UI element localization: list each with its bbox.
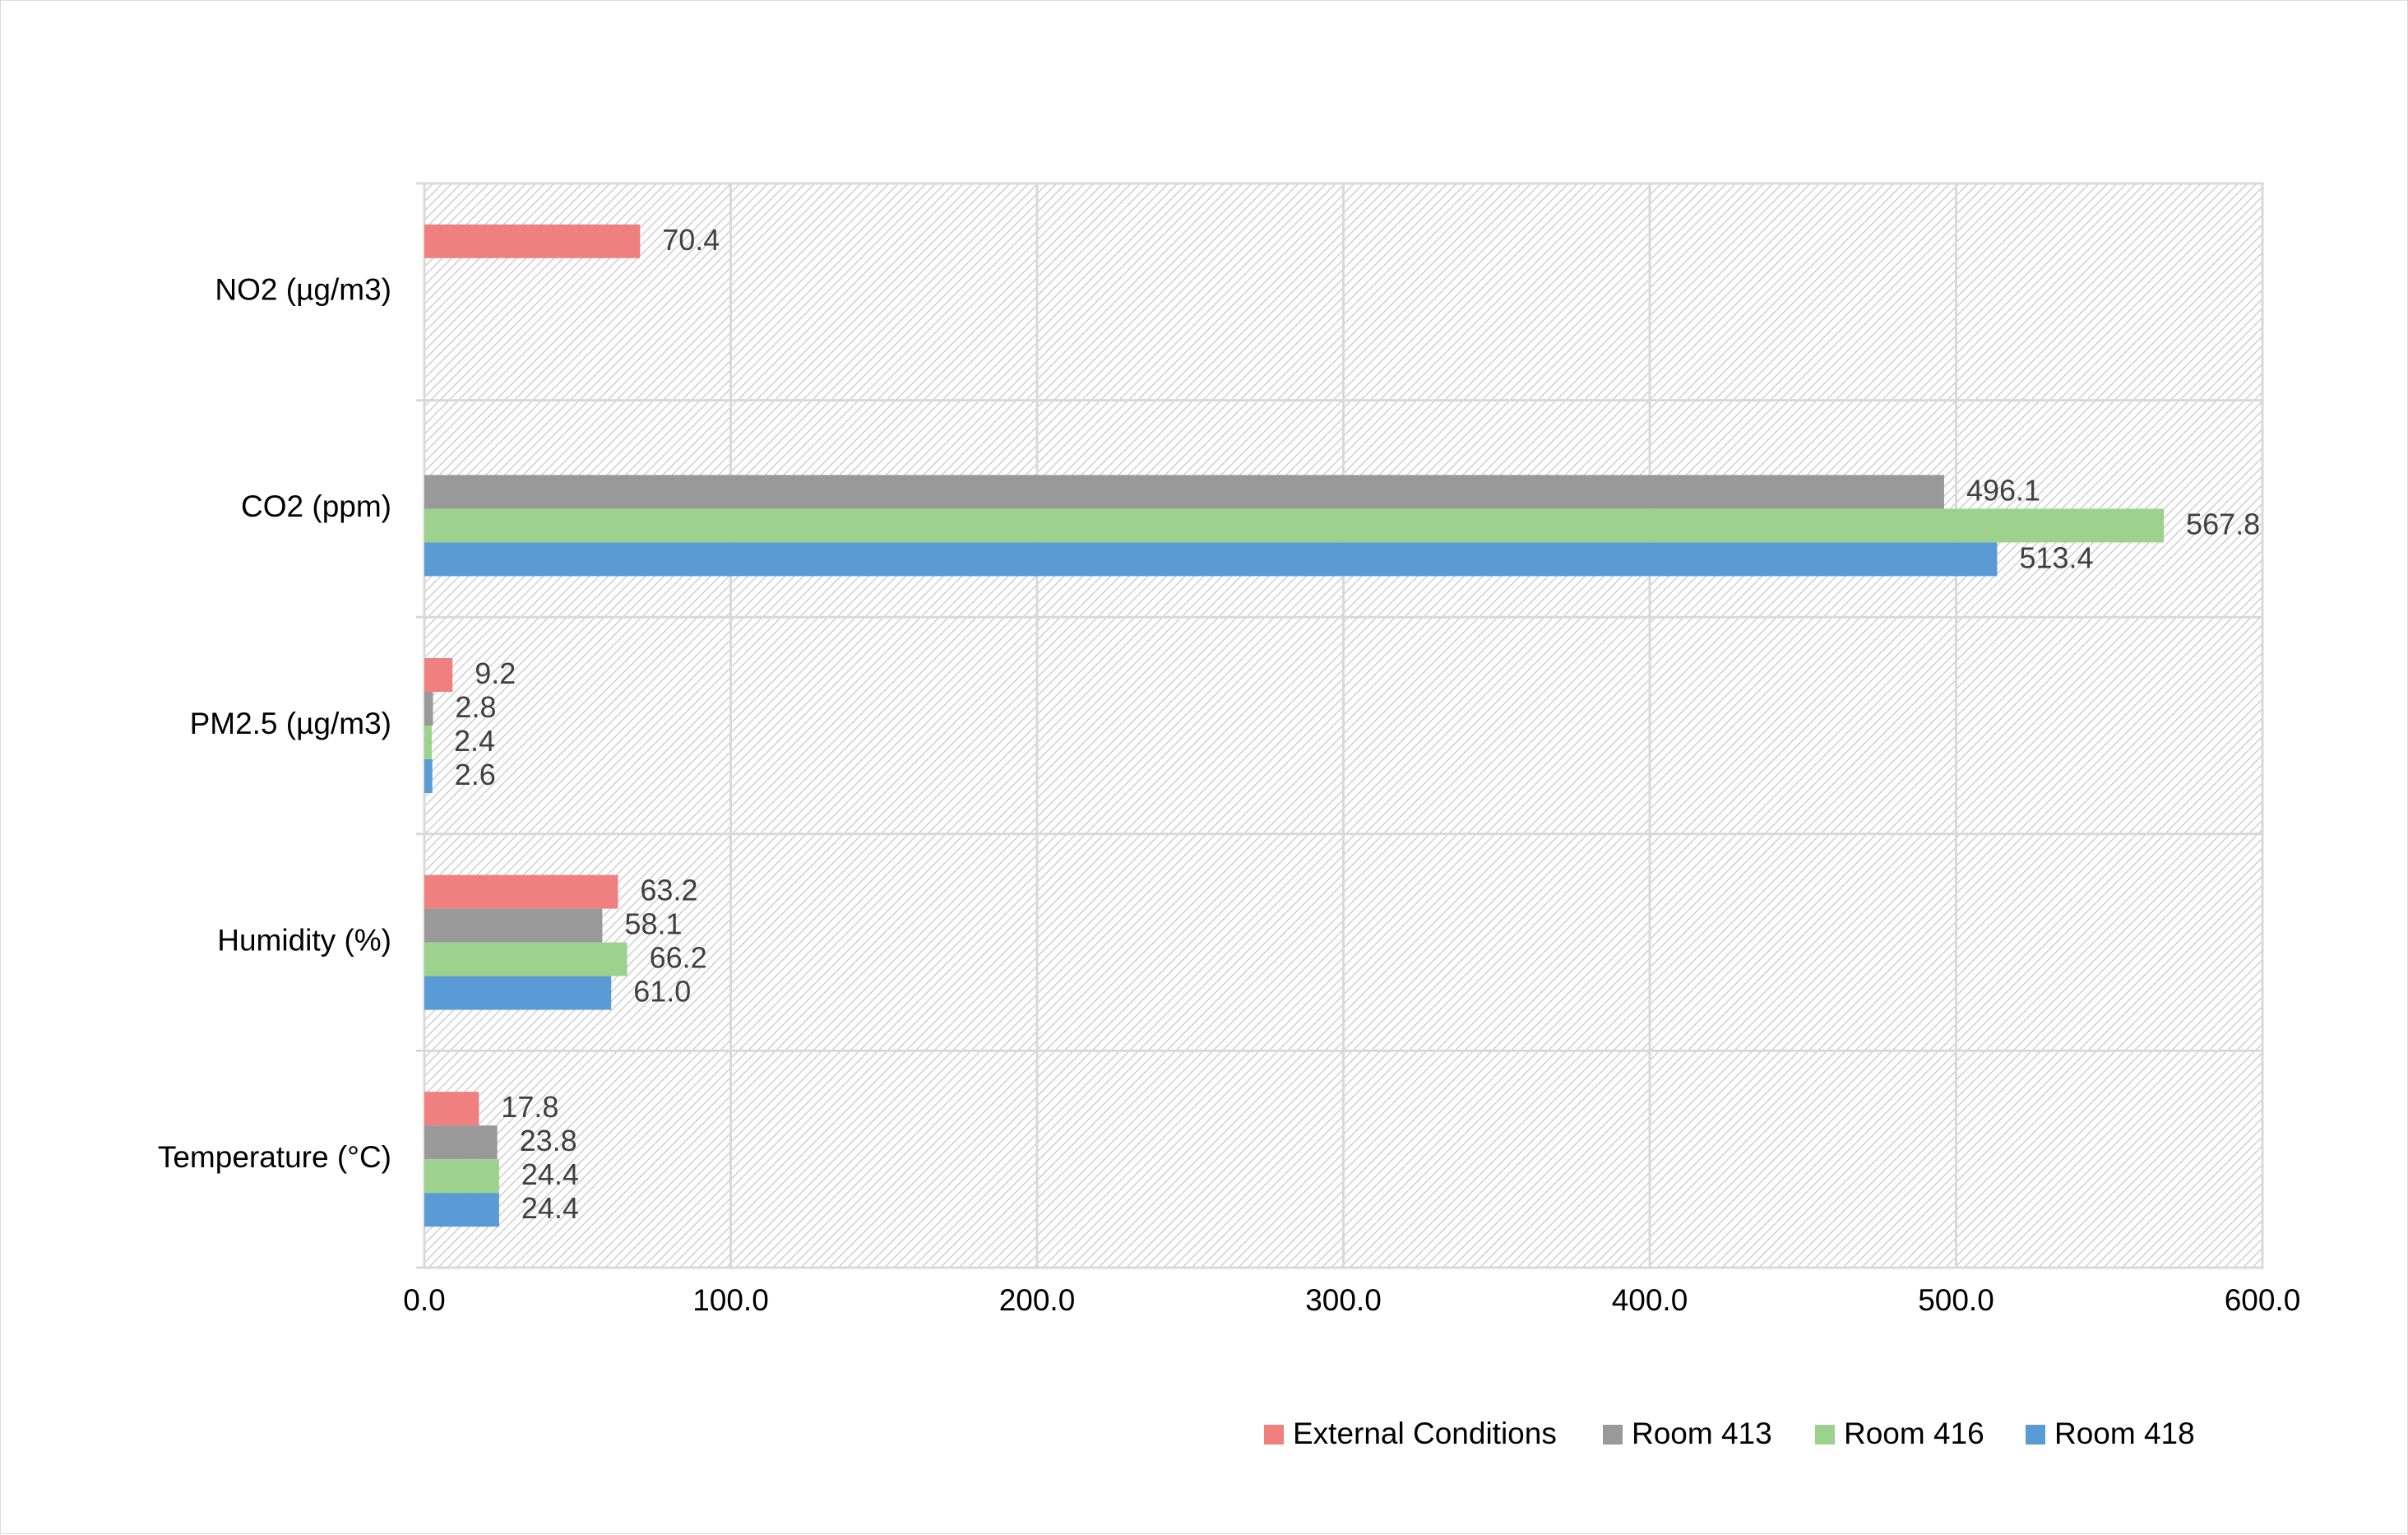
data-label: 58.1 — [624, 907, 682, 941]
legend-label: Room 416 — [1844, 1417, 1984, 1450]
data-label: 496.1 — [1966, 473, 2040, 507]
data-label: 63.2 — [640, 874, 697, 907]
x-tick-labels: 0.0 100.0 200.0 300.0 400.0 500.0 600.0 — [403, 1283, 2300, 1317]
category-label: Humidity (%) — [217, 923, 391, 957]
bar — [424, 658, 453, 692]
bar — [424, 1159, 499, 1194]
data-label: 17.8 — [501, 1090, 558, 1124]
category-label: CO2 (ppm) — [241, 489, 391, 523]
data-labels: 17.823.824.424.463.258.166.261.09.22.82.… — [454, 223, 2260, 1225]
data-label: 9.2 — [475, 656, 516, 690]
grid-lines — [416, 182, 2264, 1269]
x-tick-label: 400.0 — [1612, 1283, 1688, 1317]
bars — [424, 224, 2165, 1227]
bar — [424, 475, 1944, 509]
legend-swatch — [1264, 1425, 1284, 1445]
category-label: PM2.5 (µg/m3) — [190, 707, 391, 740]
bar — [424, 224, 641, 258]
x-tick-label: 600.0 — [2225, 1283, 2301, 1317]
legend-swatch — [1603, 1425, 1623, 1445]
data-label: 567.8 — [2186, 507, 2260, 540]
bar — [424, 874, 618, 909]
x-tick-label: 100.0 — [692, 1283, 769, 1317]
bar — [424, 908, 603, 943]
data-label: 513.4 — [2019, 540, 2093, 574]
x-tick-label: 0.0 — [403, 1283, 445, 1317]
category-labels: Temperature (°C) Humidity (%) PM2.5 (µg/m3… — [158, 273, 391, 1174]
data-label: 23.8 — [520, 1124, 577, 1157]
bar — [424, 759, 433, 793]
data-label: 61.0 — [633, 975, 691, 1009]
bar — [424, 942, 627, 976]
bar — [424, 1125, 498, 1160]
bar — [424, 542, 1998, 577]
data-label: 24.4 — [521, 1191, 579, 1225]
category-label: NO2 (µg/m3) — [215, 273, 391, 307]
legend-label: Room 413 — [1632, 1417, 1772, 1450]
x-tick-label: 500.0 — [1918, 1283, 1994, 1317]
legend-label: Room 418 — [2054, 1417, 2195, 1450]
legend-swatch — [2026, 1425, 2045, 1445]
data-label: 66.2 — [650, 941, 707, 975]
data-label: 2.8 — [455, 690, 496, 724]
bar — [424, 726, 432, 759]
legend-swatch — [1815, 1425, 1835, 1445]
data-label: 70.4 — [662, 223, 720, 257]
data-label: 2.6 — [455, 758, 496, 791]
bar — [424, 976, 612, 1010]
legend-label: External Conditions — [1293, 1417, 1557, 1450]
legend: External Conditions Room 413 Room 416 Room … — [1264, 1417, 2195, 1450]
bar — [424, 692, 433, 726]
category-label: Temperature (°C) — [158, 1140, 391, 1174]
x-tick-label: 200.0 — [999, 1283, 1076, 1317]
bar — [424, 1193, 499, 1227]
data-label: 24.4 — [521, 1157, 579, 1191]
bar — [424, 1092, 479, 1126]
bar — [424, 508, 2165, 543]
x-tick-label: 300.0 — [1305, 1283, 1382, 1317]
data-label: 2.4 — [454, 724, 495, 758]
